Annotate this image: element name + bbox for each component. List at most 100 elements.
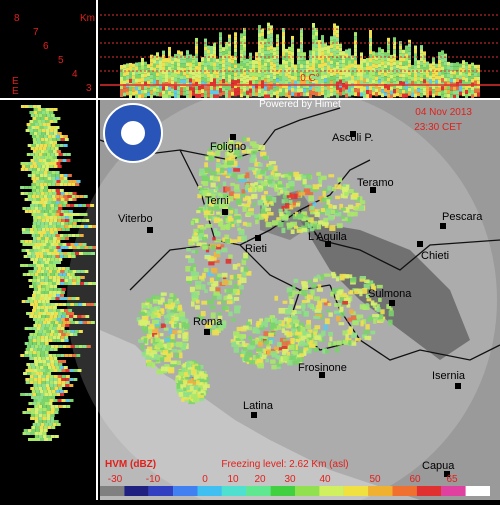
echo-cell: [43, 213, 48, 216]
echo-cell: [376, 284, 383, 289]
echo-cell: [66, 303, 71, 306]
echo-cell: [174, 53, 177, 58]
echo-cell: [447, 73, 450, 78]
echo-cell: [31, 201, 36, 204]
echo-cell: [261, 76, 264, 81]
echo-cell: [38, 321, 43, 324]
echo-cell: [379, 317, 385, 322]
echo-cell: [408, 87, 411, 92]
echo-cell: [147, 72, 150, 77]
echo-cell: [237, 63, 240, 68]
echo-cell: [447, 65, 450, 70]
echo-cell: [366, 94, 369, 99]
echo-cell: [366, 62, 369, 67]
echo-cell: [195, 93, 198, 98]
echo-cell: [228, 38, 231, 43]
echo-cell: [38, 207, 43, 210]
echo-cell: [384, 76, 387, 81]
echo-cell: [246, 345, 253, 349]
echo-cell: [71, 255, 76, 258]
echo-cell: [45, 381, 50, 384]
echo-cell: [49, 216, 54, 219]
echo-cell: [180, 71, 183, 76]
echo-cell: [46, 405, 51, 408]
echo-cell: [228, 58, 231, 63]
echo-cell: [305, 335, 309, 341]
echo-cell: [294, 310, 302, 315]
echo-cell: [210, 199, 217, 203]
echo-cell: [426, 73, 429, 78]
echo-cell: [28, 402, 33, 405]
echo-cell: [162, 351, 169, 356]
echo-cell: [348, 56, 351, 61]
echo-cell: [84, 246, 89, 249]
echo-cell: [354, 44, 357, 49]
echo-cell: [42, 204, 47, 207]
height-label: 3: [86, 83, 92, 94]
echo-cell: [28, 438, 33, 441]
echo-cell: [203, 267, 209, 273]
echo-cell: [316, 288, 323, 292]
echo-cell: [334, 184, 342, 190]
echo-cell: [363, 70, 366, 75]
echo-cell: [315, 55, 318, 60]
echo-cell: [270, 89, 273, 94]
echo-cell: [59, 213, 64, 216]
echo-cell: [402, 77, 405, 82]
echo-cell: [296, 213, 304, 219]
echo-cell: [314, 211, 320, 218]
echo-cell: [252, 339, 259, 345]
echo-cell: [333, 75, 336, 80]
echo-cell: [219, 84, 222, 89]
echo-cell: [390, 54, 393, 59]
echo-cell: [82, 303, 87, 306]
echo-cell: [294, 64, 297, 69]
echo-cell: [209, 277, 214, 283]
echo-cell: [44, 240, 49, 243]
echo-cell: [144, 73, 147, 78]
echo-cell: [242, 206, 247, 212]
echo-cell: [444, 85, 447, 90]
echo-cell: [41, 288, 46, 291]
echo-cell: [210, 49, 213, 54]
echo-cell: [33, 324, 38, 327]
echo-cell: [44, 237, 49, 240]
echo-cell: [29, 378, 34, 381]
echo-cell: [204, 70, 207, 75]
echo-cell: [217, 301, 221, 305]
echo-cell: [192, 87, 195, 92]
echo-cell: [300, 28, 303, 33]
echo-cell: [162, 58, 165, 63]
echo-cell: [351, 87, 354, 92]
echo-cell: [76, 270, 81, 273]
echo-cell: [30, 243, 35, 246]
echo-cell: [56, 339, 61, 342]
echo-cell: [345, 274, 353, 279]
echo-cell: [40, 246, 45, 249]
echo-cell: [216, 78, 219, 83]
echo-cell: [69, 216, 74, 219]
echo-cell: [282, 355, 289, 362]
echo-cell: [233, 335, 239, 340]
echo-cell: [198, 385, 203, 391]
echo-cell: [384, 68, 387, 73]
echo-cell: [420, 65, 423, 70]
echo-cell: [165, 86, 168, 91]
echo-cell: [72, 282, 77, 285]
echo-cell: [231, 75, 234, 80]
echo-cell: [179, 383, 187, 389]
echo-cell: [50, 321, 55, 324]
echo-cell: [55, 195, 60, 198]
echo-cell: [255, 219, 259, 225]
echo-cell: [351, 75, 354, 80]
echo-cell: [37, 348, 42, 351]
echo-cell: [309, 58, 312, 63]
echo-cell: [297, 88, 300, 93]
echo-cell: [270, 350, 277, 356]
echo-cell: [210, 312, 216, 319]
echo-cell: [39, 126, 44, 129]
echo-cell: [25, 228, 30, 231]
echo-cell: [249, 60, 252, 65]
echo-cell: [20, 354, 25, 357]
echo-cell: [153, 71, 156, 76]
